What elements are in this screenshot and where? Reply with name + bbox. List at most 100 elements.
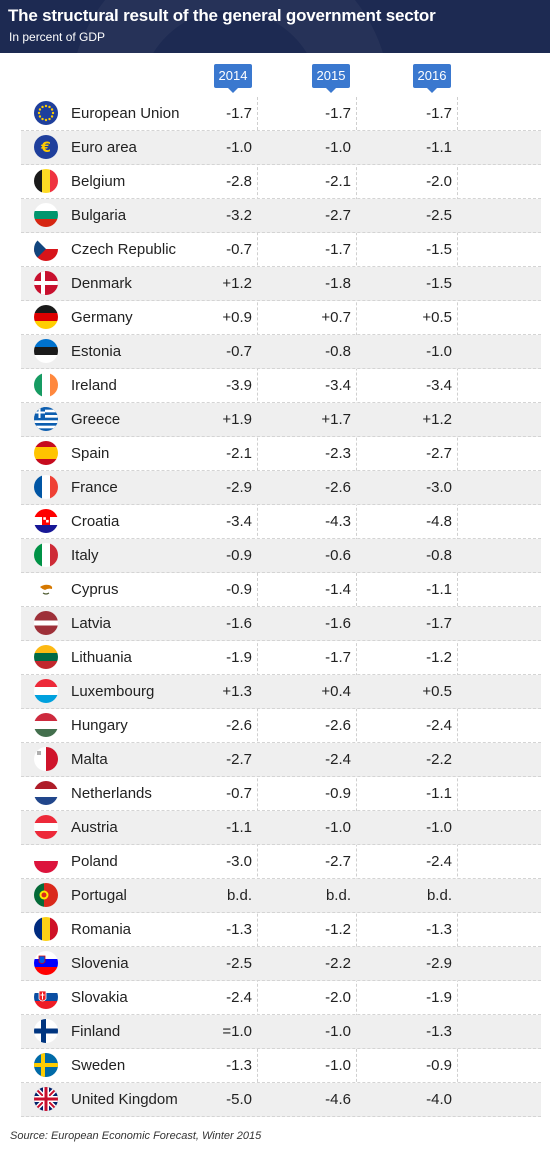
value-cell-2014: -0.9	[226, 547, 252, 564]
table-row: Spain -2.1 -2.3 -2.7	[21, 437, 541, 471]
table-row: Latvia -1.6 -1.6 -1.7	[21, 607, 541, 641]
country-name: Croatia	[71, 513, 120, 530]
value-cell-2016: +1.2	[422, 411, 452, 428]
value-cell-2014: -3.9	[226, 377, 252, 394]
value-cell-2015: +0.4	[321, 683, 351, 700]
finland-flag-icon	[34, 1019, 58, 1043]
country-name: Belgium	[71, 173, 126, 190]
header-bar: The structural result of the general gov…	[0, 0, 550, 53]
table-row: Denmark +1.2 -1.8 -1.5	[21, 267, 541, 301]
value-cell-2014: -3.4	[226, 513, 252, 530]
country-name: Latvia	[71, 615, 112, 632]
table-row: Malta -2.7 -2.4 -2.2	[21, 743, 541, 777]
table-row: Bulgaria -3.2 -2.7 -2.5	[21, 199, 541, 233]
hungary-flag-icon	[34, 713, 58, 737]
table-row: Portugal b.d. b.d. b.d.	[21, 879, 541, 913]
table-row: France -2.9 -2.6 -3.0	[21, 471, 541, 505]
malta-flag-icon	[34, 747, 58, 771]
country-name: Denmark	[71, 275, 132, 292]
source-note: Source: European Economic Forecast, Wint…	[10, 1130, 262, 1142]
sweden-flag-icon	[34, 1053, 58, 1077]
country-name: Euro area	[71, 139, 137, 156]
table-row: Finland =1.0 -1.0 -1.3	[21, 1015, 541, 1049]
value-cell-2016: -1.1	[426, 785, 452, 802]
value-cell-2016: -0.9	[426, 1057, 452, 1074]
country-name: France	[71, 479, 118, 496]
value-cell-2016: -3.4	[426, 377, 452, 394]
value-cell-2015: -2.6	[325, 479, 351, 496]
eu-flag-icon	[34, 101, 58, 125]
table-row: Cyprus -0.9 -1.4 -1.1	[21, 573, 541, 607]
value-cell-2016: -2.9	[426, 955, 452, 972]
slovakia-flag-icon	[34, 985, 58, 1009]
value-cell-2016: -2.7	[426, 445, 452, 462]
value-cell-2014: -0.9	[226, 581, 252, 598]
ireland-flag-icon	[34, 373, 58, 397]
value-cell-2016: b.d.	[426, 887, 452, 904]
value-cell-2014: -0.7	[226, 343, 252, 360]
value-cell-2016: -1.1	[426, 139, 452, 156]
value-cell-2015: -1.7	[325, 649, 351, 666]
czech-flag-icon	[34, 237, 58, 261]
value-cell-2014: -1.3	[226, 1057, 252, 1074]
cyprus-flag-icon	[34, 577, 58, 601]
value-cell-2015: +1.7	[321, 411, 351, 428]
poland-flag-icon	[34, 849, 58, 873]
netherlands-flag-icon	[34, 781, 58, 805]
value-cell-2015: -1.8	[325, 275, 351, 292]
value-cell-2016: -4.8	[426, 513, 452, 530]
value-cell-2016: -1.0	[426, 343, 452, 360]
country-name: Bulgaria	[71, 207, 127, 224]
country-name: Lithuania	[71, 649, 132, 666]
value-cell-2014: -2.5	[226, 955, 252, 972]
data-table: European Union -1.7 -1.7 -1.7 € Euro area -1.0…	[21, 97, 541, 1117]
table-row: € Euro area -1.0 -1.0 -1.1	[21, 131, 541, 165]
estonia-flag-icon	[34, 339, 58, 363]
country-name: Czech Republic	[71, 241, 177, 258]
value-cell-2014: -1.9	[226, 649, 252, 666]
value-cell-2016: -1.5	[426, 275, 452, 292]
value-cell-2016: -1.3	[426, 921, 452, 938]
value-cell-2015: -1.0	[325, 1023, 351, 1040]
svg-text:€: €	[40, 140, 51, 156]
value-cell-2014: -2.8	[226, 173, 252, 190]
euro-icon: €	[34, 135, 58, 159]
table-row: Czech Republic -0.7 -1.7 -1.5	[21, 233, 541, 267]
value-cell-2015: -1.4	[325, 581, 351, 598]
value-cell-2014: -0.7	[226, 241, 252, 258]
value-cell-2016: +0.5	[422, 683, 452, 700]
table-row: Romania -1.3 -1.2 -1.3	[21, 913, 541, 947]
value-cell-2015: -1.0	[325, 1057, 351, 1074]
uk-flag-icon	[34, 1087, 58, 1111]
watermark-logo	[70, 0, 390, 53]
country-name: Spain	[71, 445, 110, 462]
value-cell-2014: -1.7	[226, 105, 252, 122]
croatia-flag-icon	[34, 509, 58, 533]
table-row: Netherlands -0.7 -0.9 -1.1	[21, 777, 541, 811]
country-name: Portugal	[71, 887, 127, 904]
country-name: Estonia	[71, 343, 122, 360]
country-name: Finland	[71, 1023, 121, 1040]
value-cell-2016: +0.5	[422, 309, 452, 326]
country-name: Austria	[71, 819, 118, 836]
value-cell-2014: -1.6	[226, 615, 252, 632]
table-row: Sweden -1.3 -1.0 -0.9	[21, 1049, 541, 1083]
value-cell-2016: -0.8	[426, 547, 452, 564]
value-cell-2016: -1.5	[426, 241, 452, 258]
country-name: Hungary	[71, 717, 128, 734]
table-row: Poland -3.0 -2.7 -2.4	[21, 845, 541, 879]
value-cell-2015: -2.3	[325, 445, 351, 462]
value-cell-2015: -0.9	[325, 785, 351, 802]
value-cell-2015: -1.7	[325, 241, 351, 258]
bulgaria-flag-icon	[34, 203, 58, 227]
value-cell-2014: -2.1	[226, 445, 252, 462]
value-cell-2014: -3.2	[226, 207, 252, 224]
table-row: Lithuania -1.9 -1.7 -1.2	[21, 641, 541, 675]
lithuania-flag-icon	[34, 645, 58, 669]
table-row: Luxembourg +1.3 +0.4 +0.5	[21, 675, 541, 709]
romania-flag-icon	[34, 917, 58, 941]
belgium-flag-icon	[34, 169, 58, 193]
table-row: Germany +0.9 +0.7 +0.5	[21, 301, 541, 335]
value-cell-2014: -2.6	[226, 717, 252, 734]
column-header-2014: 2014	[214, 64, 252, 93]
